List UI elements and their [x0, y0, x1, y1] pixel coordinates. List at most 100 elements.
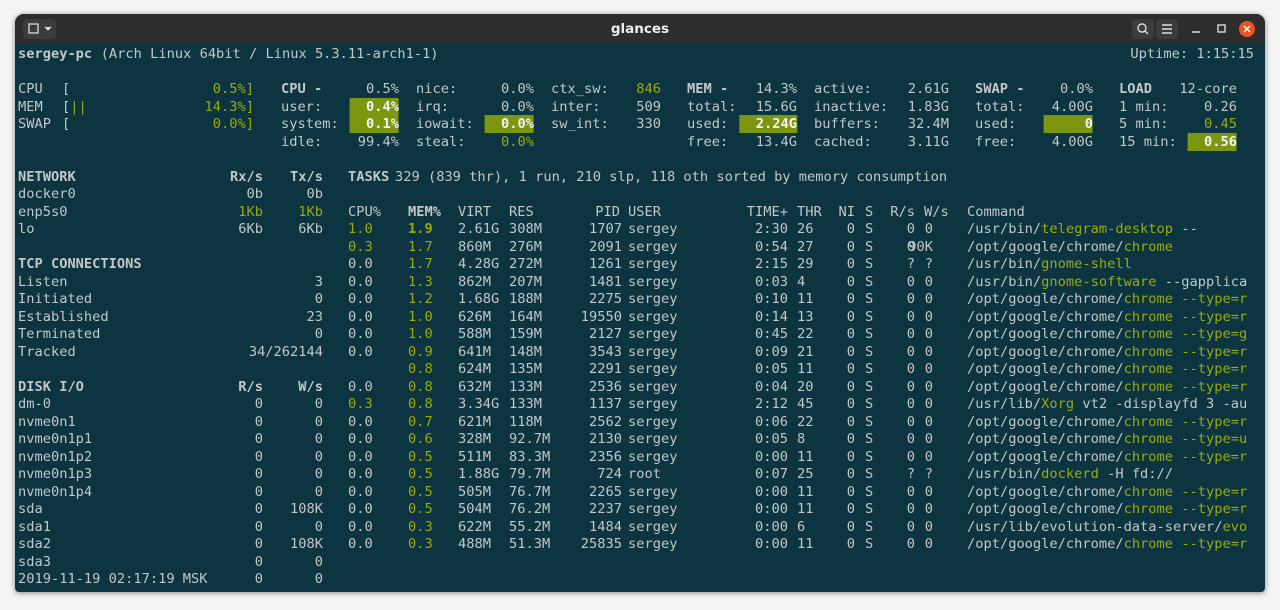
tx-rate: 1Kb	[298, 203, 323, 220]
command: /opt/google/chrome/chrome --type=r	[967, 448, 1247, 466]
column-header: MEM%	[408, 203, 441, 220]
user: sergey	[628, 221, 678, 237]
stat-value: 2.61G	[907, 81, 949, 97]
read-rate: ?	[906, 466, 915, 482]
read-rate: 0	[906, 413, 915, 430]
state: S	[865, 291, 874, 307]
stat-label: CPU -	[281, 81, 323, 97]
stat-value: 0.5%	[366, 81, 399, 97]
user: sergey	[628, 343, 678, 360]
quicklook-bar: ||	[70, 98, 87, 115]
command: /opt/google/chrome/chrome --type=r	[967, 290, 1247, 308]
stat-value: 330	[636, 116, 661, 132]
read-rate: 0	[906, 536, 915, 552]
virt: 328M	[458, 431, 491, 447]
stat-label: ctx_sw:	[551, 81, 609, 97]
time: 2:30	[755, 221, 788, 237]
cpu-percent: 0.0	[348, 291, 373, 307]
dropdown-icon	[44, 26, 52, 31]
stat-label: inactive:	[814, 98, 889, 115]
time: 0:05	[755, 361, 788, 377]
pid: 2291	[589, 361, 622, 377]
cpu-percent: 0.3	[348, 238, 373, 255]
write-rate: 0	[924, 448, 933, 465]
write-rate: 0	[924, 431, 933, 447]
threads: 6	[797, 518, 806, 535]
tcp-label: Terminated	[18, 326, 101, 342]
state: S	[865, 431, 874, 447]
stat-label: used:	[975, 116, 1017, 132]
state: S	[865, 466, 874, 482]
command-args: vt2 -displayfd 3 -au	[1082, 396, 1248, 412]
nice: 0	[846, 483, 855, 500]
write-rate: 0	[924, 343, 933, 360]
cpu-percent: 0.0	[348, 483, 373, 500]
column-header: S	[865, 203, 874, 220]
virt: 626M	[458, 308, 491, 325]
threads: 11	[797, 448, 814, 465]
title-bar-controls	[23, 19, 1255, 39]
write-rate: 0	[924, 273, 933, 290]
pid: 19550	[580, 308, 622, 325]
time: 0:00	[755, 483, 788, 500]
time: 0:00	[755, 448, 788, 465]
threads: 11	[797, 483, 814, 500]
maximize-button[interactable]	[1217, 24, 1226, 33]
command-name: chrome --type=r	[1123, 378, 1248, 395]
mem-percent: 0.5	[408, 448, 433, 465]
write-rate: 0	[924, 518, 933, 535]
command: /opt/google/chrome/chrome --type=r	[967, 500, 1247, 518]
nice: 0	[846, 361, 855, 377]
command-path: /opt/google/chrome/	[967, 343, 1124, 360]
state: S	[865, 256, 874, 272]
command-path: /usr/lib/	[967, 396, 1042, 412]
time: 0:54	[755, 238, 788, 255]
system-info: (Arch Linux 64bit / Linux 5.3.11-arch1-1…	[100, 46, 439, 62]
nice: 0	[846, 396, 855, 412]
disk-write: 108K	[290, 536, 323, 552]
threads: 22	[797, 413, 814, 430]
user: sergey	[628, 536, 678, 552]
command: /opt/google/chrome/chrome --type=r	[967, 343, 1247, 361]
stat-label: 15 min:	[1119, 133, 1177, 150]
disk-name: nvme0n1p1	[18, 431, 93, 447]
pid: 1137	[589, 396, 622, 412]
user: sergey	[628, 518, 678, 535]
disk-read: 0	[254, 396, 263, 412]
command-path: /opt/google/chrome/	[967, 361, 1124, 377]
threads: 8	[797, 431, 806, 447]
command-path: /opt/google/chrome/	[967, 448, 1124, 465]
tcp-label: Initiated	[18, 291, 93, 307]
column-header: THR	[797, 203, 822, 220]
write-rate: 0	[924, 396, 933, 412]
read-rate: ?	[906, 256, 915, 272]
search-icon-handle	[1144, 30, 1149, 35]
mem-percent: 1.0	[408, 326, 433, 342]
disk-write: 0	[314, 553, 323, 570]
write-rate: 0	[924, 291, 933, 307]
disk-write: 0	[314, 483, 323, 500]
disk-read: 0	[254, 466, 263, 482]
command-name: telegram-desktop	[1041, 221, 1174, 237]
time: 0:10	[755, 291, 788, 307]
nice: 0	[846, 291, 855, 307]
command-path: /opt/google/chrome/	[967, 308, 1124, 325]
search-button[interactable]	[1132, 19, 1154, 39]
res: 83.3M	[509, 448, 551, 465]
column-header: VIRT	[458, 203, 491, 220]
virt: 860M	[458, 238, 491, 255]
search-icon	[1137, 23, 1147, 33]
threads: 11	[797, 291, 814, 307]
nice: 0	[846, 343, 855, 360]
stat-value: 509	[636, 98, 661, 115]
stat-label: MEM -	[687, 81, 729, 97]
stat-value: 32.4M	[907, 116, 949, 132]
mem-percent: 1.9	[408, 221, 433, 237]
disk-name: sda1	[18, 518, 51, 535]
disk-write: 0	[314, 413, 323, 430]
rx-rate: 6Kb	[238, 221, 263, 237]
disk-write: 0	[314, 448, 323, 465]
stat-value: 15.6G	[755, 98, 797, 115]
column-header: Command	[967, 203, 1025, 220]
time: 0:06	[755, 413, 788, 430]
